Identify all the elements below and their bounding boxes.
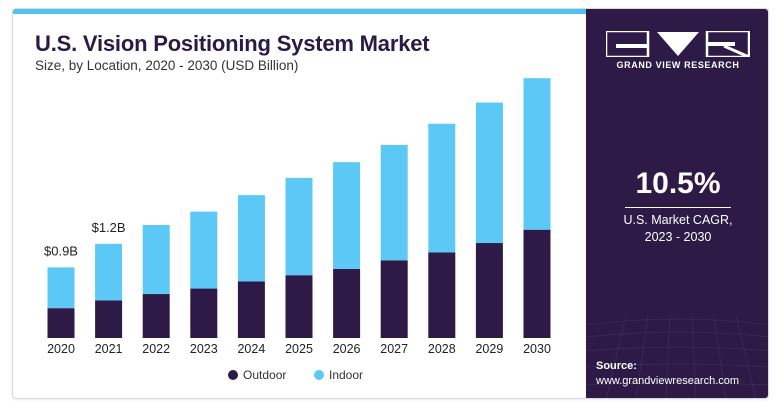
source-url[interactable]: www.grandviewresearch.com — [596, 375, 740, 387]
x-tick-label: 2028 — [428, 342, 456, 356]
x-tick-label: 2024 — [237, 342, 265, 356]
chart-title: U.S. Vision Positioning System Market — [35, 31, 430, 56]
bar-indoor-2022 — [142, 224, 170, 295]
bar-outdoor-2022 — [142, 294, 170, 338]
legend-marker-indoor — [314, 370, 324, 380]
x-tick-label: 2030 — [523, 342, 551, 356]
x-tick-label: 2023 — [190, 342, 218, 356]
data-label-2021: $1.2B — [92, 220, 126, 235]
bar-indoor-2023 — [190, 211, 218, 289]
bar-outdoor-2020 — [47, 308, 75, 338]
x-tick-label: 2021 — [95, 342, 123, 356]
x-tick-label: 2026 — [333, 342, 361, 356]
cagr-label-line2: 2023 - 2030 — [644, 230, 712, 244]
brand-name: GRAND VIEW RESEARCH — [616, 60, 740, 70]
bar-indoor-2020 — [47, 267, 75, 309]
bar-outdoor-2025 — [285, 275, 313, 338]
x-tick-label: 2029 — [475, 342, 503, 356]
decorative-grid-pattern — [586, 314, 768, 398]
x-tick-label: 2020 — [47, 342, 75, 356]
bar-outdoor-2023 — [190, 288, 218, 338]
legend-label-outdoor: Outdoor — [243, 368, 286, 382]
infographic-card: U.S. Vision Positioning System Market Si… — [12, 8, 769, 399]
chart-subtitle: Size, by Location, 2020 - 2030 (USD Bill… — [35, 58, 299, 73]
cagr-value: 10.5% — [635, 167, 721, 200]
bar-outdoor-2029 — [475, 243, 503, 338]
data-label-2020: $0.9B — [44, 243, 78, 258]
x-tick-label: 2027 — [380, 342, 408, 356]
stacked-bar-chart: 2020 2021 2022 2023 2024 2025 2026 2027 2028 2029… — [44, 78, 551, 382]
grand-view-research-logo-icon — [606, 31, 750, 57]
bar-outdoor-2021 — [95, 300, 123, 338]
x-tick-label: 2025 — [285, 342, 313, 356]
legend-label-indoor: Indoor — [329, 368, 363, 382]
bar-outdoor-2027 — [380, 260, 408, 338]
accent-bar — [13, 9, 586, 14]
bar-outdoor-2028 — [428, 252, 456, 338]
cagr-divider — [625, 207, 731, 208]
bar-outdoor-2026 — [333, 268, 361, 338]
bar-indoor-2026 — [333, 162, 361, 269]
bar-indoor-2027 — [380, 144, 408, 261]
bar-indoor-2028 — [428, 123, 456, 253]
source-label: Source: — [596, 360, 637, 372]
bar-indoor-2021 — [95, 243, 123, 301]
bar-outdoor-2024 — [237, 281, 265, 338]
x-tick-label: 2022 — [142, 342, 170, 356]
cagr-label-line1: U.S. Market CAGR, — [623, 213, 733, 227]
bar-outdoor-2030 — [523, 229, 551, 338]
bar-indoor-2025 — [285, 177, 313, 276]
bar-indoor-2030 — [523, 78, 551, 230]
cagr-label: U.S. Market CAGR, 2023 - 2030 — [586, 212, 768, 246]
bar-indoor-2024 — [237, 195, 265, 282]
cagr-panel: GRAND VIEW RESEARCH 10.5% U.S. Market CA… — [586, 9, 768, 398]
legend-marker-outdoor — [228, 370, 238, 380]
bar-indoor-2029 — [475, 102, 503, 244]
